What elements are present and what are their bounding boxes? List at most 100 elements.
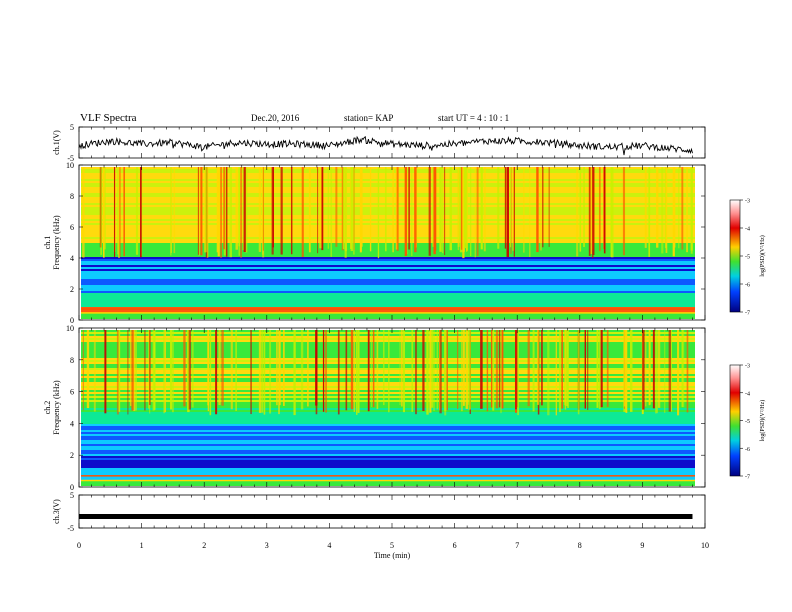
spectrogram-band xyxy=(81,185,695,187)
spectrogram-band xyxy=(81,271,695,273)
spectrogram-burst xyxy=(209,330,212,416)
spectrogram-burst xyxy=(383,330,385,406)
spectrogram-burst xyxy=(596,330,599,408)
spectrogram-burst xyxy=(434,167,437,251)
y-tick-label: 2 xyxy=(70,451,74,460)
spectrogram-burst xyxy=(82,330,84,411)
start-time-label: start UT = 4 : 10 : 1 xyxy=(438,113,510,123)
spectrogram-band xyxy=(81,227,695,229)
spectrogram-burst xyxy=(460,167,463,250)
spectrogram-burst xyxy=(132,330,136,412)
spectrogram-band xyxy=(81,460,695,462)
spectrogram-band xyxy=(81,209,695,211)
spectrogram-burst xyxy=(490,330,493,408)
spectrogram-burst xyxy=(322,330,325,412)
spectrogram-burst xyxy=(377,167,380,259)
spectrogram-band xyxy=(81,215,695,217)
spectrogram-band xyxy=(81,273,695,275)
spectrogram-burst xyxy=(271,167,274,255)
colorbar-tick-label: -5 xyxy=(745,255,750,261)
colorbar-tick-label: -4 xyxy=(745,391,750,397)
spectrogram-burst xyxy=(565,330,569,407)
y-axis-label: ch.1(V) xyxy=(52,130,61,155)
spectrogram-band xyxy=(81,406,695,408)
spectrogram-burst xyxy=(678,167,680,249)
spectrogram-band xyxy=(81,269,695,271)
spectrogram-burst xyxy=(465,330,468,410)
colorbar-tick-label: -6 xyxy=(745,283,750,289)
spectrogram-band xyxy=(81,474,695,476)
spectrogram-burst xyxy=(188,330,192,410)
spectrogram-burst xyxy=(461,330,463,412)
spectrogram-burst xyxy=(515,330,517,410)
spectrogram-burst xyxy=(317,167,319,254)
spectrogram-band xyxy=(81,223,695,225)
spectrogram-burst xyxy=(431,330,434,408)
spectrogram-band xyxy=(81,388,695,390)
spectrogram-band xyxy=(81,243,695,245)
spectrogram-burst xyxy=(670,330,672,412)
spectrogram-band xyxy=(81,434,695,436)
x-tick-label: 0 xyxy=(77,541,81,550)
x-tick-label: 7 xyxy=(515,541,519,550)
spectrogram-band xyxy=(81,346,695,348)
spectrogram-band xyxy=(81,394,695,396)
spectrogram-burst xyxy=(205,167,208,253)
spectrogram-burst xyxy=(463,167,467,249)
y-tick-label: 2 xyxy=(70,285,74,294)
spectrogram-burst xyxy=(564,330,567,410)
spectrogram-burst xyxy=(542,167,544,248)
spectrogram-band xyxy=(81,440,695,442)
spectrogram-burst xyxy=(661,167,664,254)
spectrogram-burst xyxy=(414,330,418,415)
y-tick-label: 10 xyxy=(66,324,74,333)
spectrogram-band xyxy=(81,396,695,398)
spectrogram-burst xyxy=(100,167,103,255)
spectrogram-band xyxy=(81,380,695,382)
spectrogram-band xyxy=(81,432,695,434)
x-tick-label: 2 xyxy=(202,541,206,550)
spectrogram-burst xyxy=(540,167,542,251)
colorbar-tick-label: -4 xyxy=(745,227,750,233)
spectrogram-burst xyxy=(439,167,442,252)
spectrogram-burst xyxy=(411,167,413,256)
spectrogram-band xyxy=(81,352,695,354)
spectrogram-band xyxy=(81,285,695,287)
ch1-spectrogram-image xyxy=(81,167,695,319)
spectrogram-band xyxy=(81,412,695,414)
spectrogram-burst xyxy=(536,330,540,405)
spectrogram-band xyxy=(81,203,695,205)
spectrogram-band xyxy=(81,438,695,440)
spectrogram-burst xyxy=(402,330,406,413)
x-tick-label: 3 xyxy=(265,541,269,550)
colorbar xyxy=(729,199,741,313)
spectrogram-band xyxy=(81,342,695,344)
spectrogram-band xyxy=(81,454,695,456)
spectrogram-band xyxy=(81,374,695,376)
spectrogram-burst xyxy=(93,330,96,412)
spectrogram-band xyxy=(81,241,695,243)
spectrogram-burst xyxy=(603,167,606,254)
spectrogram-burst xyxy=(293,330,296,416)
spectrogram-band xyxy=(81,287,695,289)
spectrogram-band xyxy=(81,418,695,420)
spectrogram-band xyxy=(81,219,695,221)
spectrogram-band xyxy=(81,217,695,219)
spectrogram-band xyxy=(81,315,695,317)
spectrogram-band xyxy=(81,426,695,428)
x-tick-label: 8 xyxy=(578,541,582,550)
spectrogram-band xyxy=(81,478,695,480)
spectrogram-burst xyxy=(668,330,672,412)
spectrogram-burst xyxy=(480,330,483,409)
y-tick-label: 6 xyxy=(70,388,74,397)
spectrogram-burst xyxy=(469,330,471,410)
y-tick-label: 4 xyxy=(70,419,74,428)
spectrogram-burst xyxy=(623,330,626,407)
spectrogram-burst xyxy=(509,167,512,248)
spectrogram-burst xyxy=(443,167,446,256)
spectrogram-burst xyxy=(404,167,407,257)
spectrogram-band xyxy=(81,378,695,380)
spectrogram-burst xyxy=(399,330,401,406)
colorbar-label: log(PSD)(V²/Hz) xyxy=(759,400,766,441)
